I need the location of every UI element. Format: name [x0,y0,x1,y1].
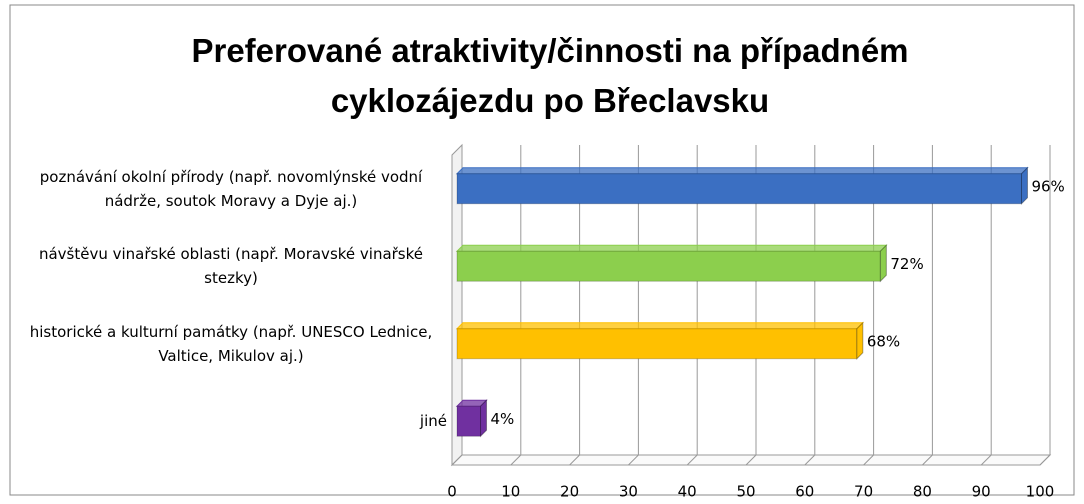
value-label: 72% [890,255,923,273]
bar-face [455,167,1029,175]
y-tick-label-box: návštěvu vinařské oblasti (např. Moravsk… [15,242,447,290]
bar-face [456,405,482,437]
y-tick-label-box: poznávání okolní přírody (např. novomlýn… [15,165,447,213]
x-tick-label: 10 [501,483,520,501]
bar [455,321,865,360]
y-tick-label: historické a kulturní památky (např. UNE… [29,322,433,365]
bar-face [456,250,881,282]
bar-face [455,244,888,252]
bar [455,166,1029,205]
x-tick-label: 80 [913,483,932,501]
grid-line [980,145,992,466]
x-tick-label: 0 [447,483,457,501]
bar-face [879,244,887,283]
bar-face [480,399,488,438]
bar [455,244,888,283]
x-tick-label: 20 [560,483,579,501]
bar-face [455,322,865,330]
y-tick-label: návštěvu vinařské oblasti (např. Moravsk… [38,245,424,288]
y-tick-label-box: historické a kulturní památky (např. UNE… [15,320,447,368]
bar-face [1020,166,1028,205]
grid-line [922,145,933,466]
y-tick-label: jiné [419,412,447,431]
chart-border [9,4,1075,496]
bar [455,399,488,438]
bar-face [456,173,1022,205]
value-label: 68% [867,332,900,350]
chart-title: Preferované atraktivity/činnosti na příp… [191,32,909,119]
y-tick-label-box: jiné [15,409,447,433]
x-tick-label: 90 [972,483,991,501]
value-label: 4% [491,410,515,428]
y-tick-label: poznávání okolní přírody (např. novomlýn… [39,167,423,210]
x-tick-label: 50 [736,483,755,501]
x-tick-label: 40 [678,483,697,501]
x-tick-label: 30 [619,483,638,501]
x-tick-label: 60 [795,483,814,501]
value-label: 96% [1031,177,1064,195]
bar-face [856,321,864,360]
grid-line [1039,145,1051,466]
x-tick-label: 70 [854,483,873,501]
x-tick-label: 100 [1026,483,1055,501]
bar-face [456,328,858,360]
